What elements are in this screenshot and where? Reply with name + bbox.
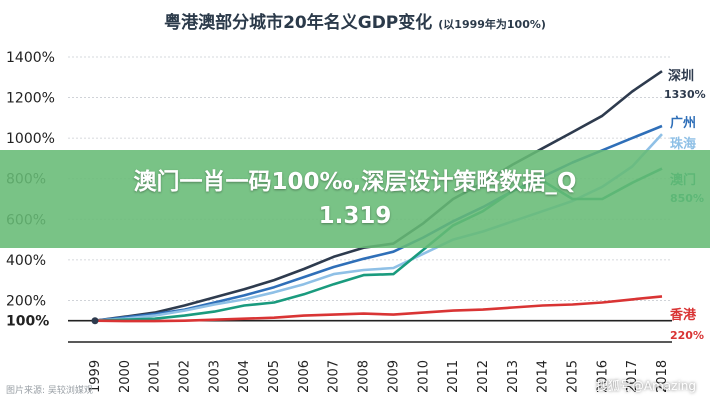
- x-tick-label: 2001: [148, 360, 163, 393]
- x-tick-label: 2010: [416, 360, 431, 393]
- chart-subtitle: (以1999年为100%): [438, 18, 546, 31]
- x-tick-label: 2006: [297, 360, 312, 393]
- x-tick-label: 1999: [88, 360, 103, 393]
- series-end-label: 珠海: [670, 136, 696, 152]
- series-end-label: 广州: [670, 115, 696, 131]
- y-tick-label: 1200%: [6, 91, 55, 107]
- series-end-value: 220%: [670, 329, 704, 342]
- series-end-label: 香港: [669, 307, 697, 323]
- x-tick-label: 2004: [237, 360, 252, 393]
- x-tick-label: 2011: [446, 360, 461, 393]
- x-tick-label: 2005: [267, 360, 282, 393]
- series-end-label: 深圳: [668, 68, 694, 84]
- x-tick-label: 2002: [178, 360, 193, 393]
- x-tick-label: 2016: [595, 360, 610, 393]
- x-tick-label: 2013: [506, 360, 521, 393]
- x-tick-label: 2007: [327, 360, 342, 393]
- y-tick-label: 100%: [6, 314, 49, 330]
- x-tick-label: 2017: [625, 360, 640, 393]
- x-tick-label: 2014: [536, 360, 551, 393]
- watermark-left: 图片来源: 吴较浏媒观: [6, 386, 93, 396]
- x-tick-label: 2012: [476, 360, 491, 393]
- chart-title: 粤港澳部分城市20年名义GDP变化: [164, 13, 433, 33]
- overlay-banner: 澳门一肖一码100‰,深层设计策略数据_Q1.319: [0, 150, 710, 248]
- y-tick-label: 400%: [6, 253, 46, 269]
- x-tick-label: 2000: [118, 360, 133, 393]
- banner-text: 澳门一肖一码100‰,深层设计策略数据_Q1.319: [133, 169, 577, 229]
- y-tick-label: 200%: [6, 293, 46, 309]
- x-tick-label: 2015: [565, 360, 580, 393]
- x-tick-label: 2008: [357, 360, 372, 393]
- y-tick-label: 1000%: [6, 131, 55, 147]
- series-line-5: [94, 295, 663, 323]
- series-end-value: 1330%: [664, 88, 706, 101]
- watermark-right: 搜狐号@Amazing: [595, 379, 696, 393]
- chart-title-block: 粤港澳部分城市20年名义GDP变化 (以1999年为100%): [0, 8, 710, 33]
- x-tick-label: 2009: [386, 360, 401, 393]
- y-tick-label: 1400%: [6, 50, 55, 66]
- x-tick-label: 2003: [207, 360, 222, 393]
- x-tick-label: 2018: [655, 360, 670, 393]
- start-point: [91, 317, 99, 325]
